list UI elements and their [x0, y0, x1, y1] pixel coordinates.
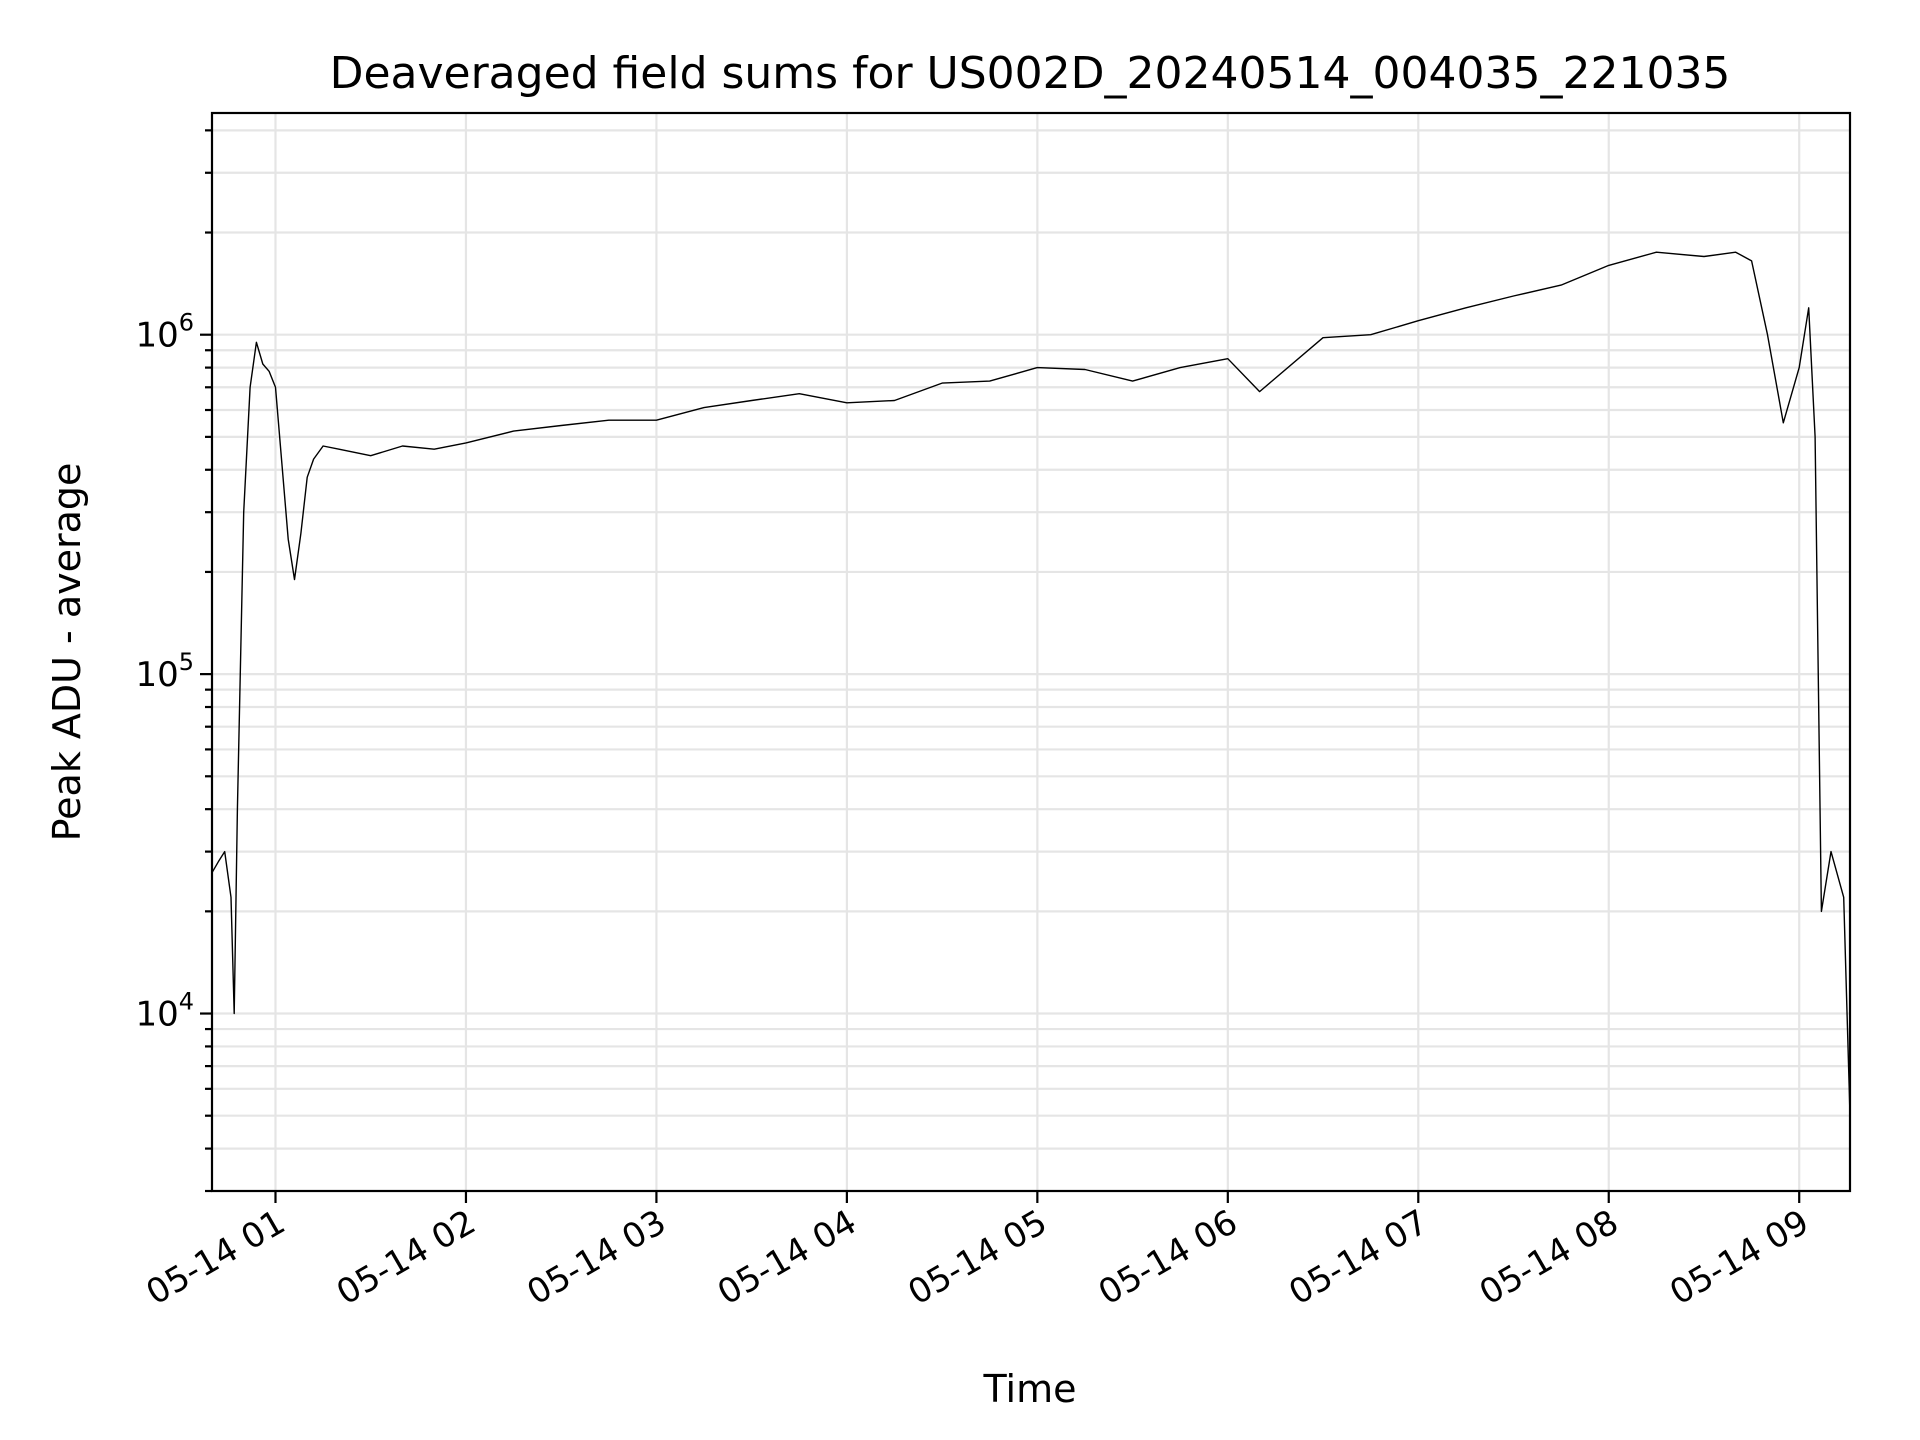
x-tick-label: 05-14 06: [1092, 1202, 1244, 1313]
x-tick-label: 05-14 05: [901, 1202, 1053, 1313]
series-line: [211, 251, 1851, 1116]
plot-frame: [210, 111, 1852, 1193]
x-tick-label: 05-14 07: [1282, 1202, 1434, 1313]
x-tick-label: 05-14 02: [330, 1202, 482, 1313]
x-tick-label: 05-14 09: [1663, 1202, 1815, 1313]
x-tick-label: 05-14 03: [521, 1202, 673, 1313]
chart-title: Deaveraged field sums for US002D_2024051…: [330, 48, 1731, 99]
y-axis-label: Peak ADU - average: [45, 463, 89, 842]
x-tick-label: 05-14 04: [711, 1202, 863, 1313]
x-axis-label: Time: [983, 1367, 1077, 1411]
y-axis: 104 105 106: [135, 129, 212, 1193]
x-axis: 05-14 01 05-14 02 05-14 03 05-14 04 05-14 05…: [140, 1191, 1816, 1313]
y-tick-label: 106: [135, 309, 194, 356]
y-tick-label: 104: [135, 988, 194, 1035]
y-tick-label: 105: [135, 648, 194, 695]
series-layer: [211, 251, 1851, 1116]
x-tick-label: 05-14 01: [140, 1202, 292, 1313]
grid: [212, 113, 1850, 1193]
x-tick-label: 05-14 08: [1473, 1202, 1625, 1313]
